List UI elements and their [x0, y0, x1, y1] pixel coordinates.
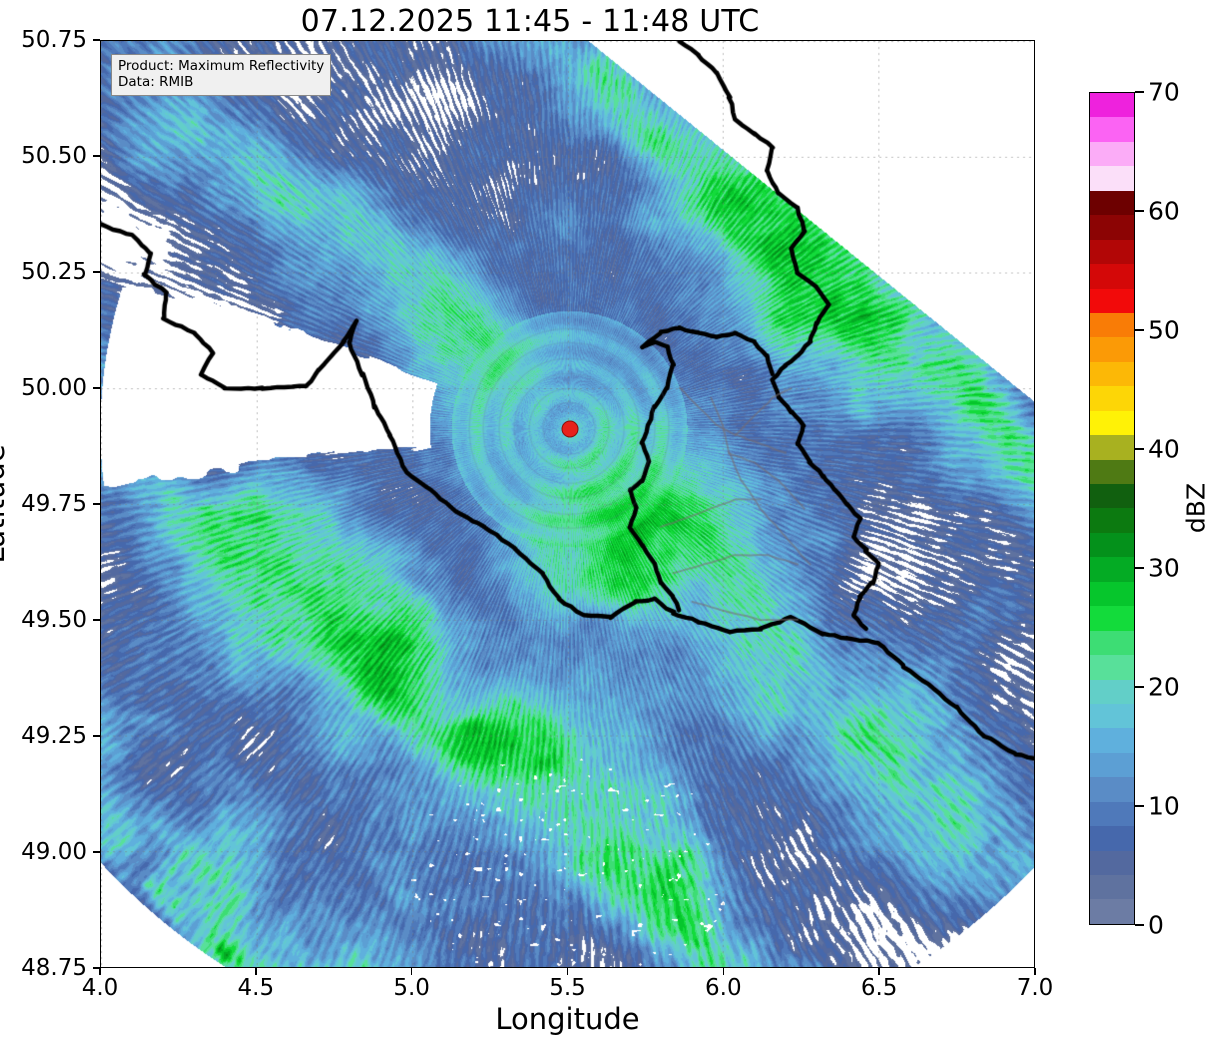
y-tick-label: 50.25 — [21, 259, 87, 285]
colorbar-band — [1090, 606, 1134, 631]
colorbar-tick-label: 10 — [1148, 791, 1180, 821]
y-tick — [93, 967, 100, 969]
colorbar-band — [1090, 801, 1134, 827]
colorbar-band — [1090, 141, 1134, 167]
colorbar-title: dBZ — [1181, 482, 1211, 534]
y-tick — [93, 155, 100, 157]
y-tick — [93, 619, 100, 621]
colorbar-band — [1090, 215, 1134, 240]
y-tick — [93, 735, 100, 737]
colorbar-band — [1090, 410, 1134, 436]
x-tick-label: 6.5 — [860, 975, 898, 1001]
colorbar-band — [1090, 239, 1134, 265]
x-tick-label: 5.0 — [393, 975, 430, 1001]
colorbar-band — [1090, 190, 1134, 216]
x-tick — [878, 968, 880, 975]
y-tick-label: 49.25 — [21, 723, 87, 749]
colorbar-band — [1090, 557, 1134, 582]
page-title: 07.12.2025 11:45 - 11:48 UTC — [300, 4, 760, 39]
x-tick-label: 4.5 — [237, 975, 275, 1001]
y-tick-label: 49.75 — [21, 491, 87, 517]
x-tick-label: 5.5 — [549, 975, 586, 1001]
colorbar-band — [1090, 752, 1134, 778]
x-tick — [722, 968, 725, 975]
colorbar-band — [1090, 166, 1134, 191]
colorbar-band — [1090, 777, 1134, 802]
y-tick-label: 50.50 — [21, 143, 87, 169]
colorbar-band — [1090, 459, 1134, 484]
colorbar-band — [1090, 679, 1134, 704]
radar-reflectivity-image — [101, 41, 1034, 967]
x-tick — [1034, 968, 1036, 975]
colorbar-band — [1090, 532, 1134, 558]
x-tick — [255, 968, 257, 975]
colorbar-band — [1090, 264, 1134, 289]
x-tick-label: 6.0 — [705, 975, 742, 1001]
product-label: Product: Maximum Reflectivity — [118, 58, 325, 74]
colorbar-band — [1090, 728, 1134, 753]
colorbar-band — [1090, 655, 1134, 680]
x-tick-label: 4.0 — [81, 975, 119, 1001]
colorbar-band — [1090, 630, 1134, 656]
y-tick-label: 49.50 — [21, 607, 87, 633]
colorbar-band — [1090, 312, 1134, 338]
colorbar-band — [1090, 484, 1134, 509]
colorbar-band — [1090, 288, 1134, 313]
y-tick-label: 50.00 — [21, 375, 87, 401]
colorbar-band — [1090, 875, 1134, 900]
colorbar-band — [1090, 581, 1134, 607]
colorbar-tick — [1135, 91, 1144, 93]
data-source-label: Data: RMIB — [118, 74, 194, 91]
radar-plot-area[interactable]: Product: Maximum Reflectivity Data: RMIB — [100, 40, 1035, 968]
colorbar-band — [1090, 508, 1134, 533]
colorbar-tick — [1135, 924, 1144, 926]
y-tick-label: 50.75 — [21, 27, 87, 53]
colorbar-tick-label: 70 — [1148, 77, 1180, 107]
y-tick — [93, 387, 100, 389]
x-tick — [410, 968, 413, 975]
colorbar-band — [1090, 117, 1134, 142]
colorbar-band — [1090, 435, 1134, 460]
product-info-box: Product: Maximum Reflectivity Data: RMIB — [111, 54, 332, 96]
colorbar-band — [1090, 93, 1134, 118]
colorbar-band — [1090, 337, 1134, 362]
y-tick-label: 49.00 — [21, 839, 87, 865]
y-axis-title: Latitude — [0, 444, 11, 564]
colorbar-tick-label: 40 — [1148, 434, 1180, 464]
colorbar-tick-label: 0 — [1148, 910, 1164, 940]
y-tick — [93, 39, 100, 41]
x-tick-label: 7.0 — [1016, 975, 1054, 1001]
colorbar-tick-label: 20 — [1148, 672, 1180, 702]
y-tick-label: 48.75 — [21, 955, 87, 981]
colorbar-tick — [1135, 448, 1144, 450]
colorbar-band — [1090, 361, 1134, 387]
colorbar-tick — [1135, 210, 1144, 212]
x-axis-title: Longitude — [495, 1002, 640, 1036]
colorbar-band — [1090, 899, 1134, 924]
colorbar-band — [1090, 386, 1134, 411]
y-tick — [93, 503, 100, 505]
colorbar-tick — [1135, 567, 1144, 569]
y-tick — [93, 271, 100, 273]
colorbar-band — [1090, 826, 1134, 851]
colorbar-tick — [1135, 686, 1144, 688]
y-tick — [93, 851, 100, 853]
colorbar-tick-label: 30 — [1148, 553, 1180, 583]
colorbar-tick-label: 60 — [1148, 196, 1180, 226]
colorbar-band — [1090, 850, 1134, 875]
x-tick — [566, 968, 569, 975]
colorbar-tick-label: 50 — [1148, 315, 1180, 345]
x-tick — [99, 968, 101, 975]
colorbar — [1089, 92, 1135, 925]
colorbar-band — [1090, 703, 1134, 729]
radar-site-marker[interactable] — [561, 420, 579, 438]
colorbar-tick — [1135, 329, 1144, 331]
colorbar-tick — [1135, 805, 1144, 807]
